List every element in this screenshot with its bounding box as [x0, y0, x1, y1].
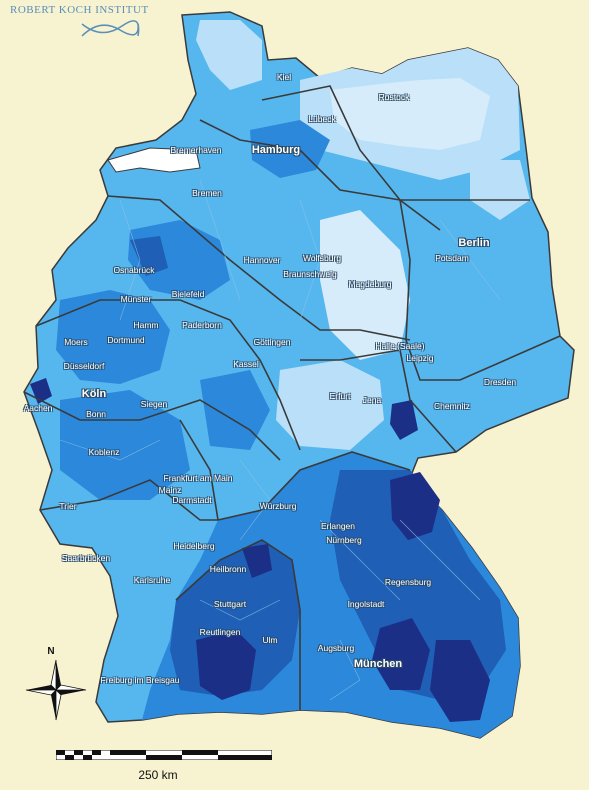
- city-label: Darmstadt: [172, 495, 212, 505]
- hotspot-5: [390, 400, 418, 440]
- city-label: Dortmund: [107, 335, 145, 345]
- city-label: Ingolstadt: [347, 599, 385, 609]
- city-label: Aachen: [23, 403, 53, 413]
- compass-icon: [25, 659, 87, 721]
- city-label: Münster: [120, 294, 152, 304]
- city-label: Osnabrück: [113, 265, 155, 275]
- city-label: Stuttgart: [213, 599, 247, 609]
- city-label: Koblenz: [88, 447, 120, 457]
- district-lines: [59, 179, 501, 701]
- city-label: Hamburg: [251, 144, 301, 156]
- scale-bar: [56, 750, 272, 760]
- city-label: Würzburg: [259, 501, 297, 511]
- city-label: Braunschweig: [283, 269, 337, 279]
- city-label: Bremen: [192, 188, 222, 198]
- city-label: Bielefeld: [171, 289, 205, 299]
- hotspot-1: [390, 472, 440, 540]
- city-label: Saarbrücken: [61, 553, 111, 563]
- city-label: Erfurt: [329, 391, 351, 401]
- city-label: Mainz: [158, 485, 182, 495]
- city-label: Heilbronn: [209, 564, 247, 574]
- city-label: Ulm: [262, 635, 278, 645]
- city-label: Kiel: [276, 72, 292, 82]
- city-label: Karlsruhe: [133, 575, 171, 585]
- city-label: Heidelberg: [173, 541, 215, 551]
- east-light-3: [320, 210, 410, 360]
- city-label: Moers: [64, 337, 88, 347]
- city-label: Düsseldorf: [63, 361, 105, 371]
- hotspot-4: [430, 640, 490, 722]
- city-label: Dresden: [483, 377, 517, 387]
- hotspot-3: [372, 618, 430, 690]
- rhine-dark: [60, 390, 190, 500]
- rki-logo: ROBERT KOCH INSTITUT: [10, 4, 160, 44]
- city-label: Wolfsburg: [302, 253, 342, 263]
- city-label: Paderborn: [182, 320, 222, 330]
- city-label: Reutlingen: [199, 627, 241, 637]
- logo-mark-icon: [81, 20, 140, 37]
- west-dark-1: [56, 290, 170, 384]
- city-label: Göttingen: [253, 337, 291, 347]
- city-label: Bremerhaven: [170, 145, 222, 155]
- city-label: Leipzig: [406, 353, 434, 363]
- city-label: Augsburg: [317, 643, 355, 653]
- state-borders: [23, 85, 561, 710]
- west-dark-3: [130, 236, 168, 276]
- east-light-5: [470, 160, 530, 220]
- north-sea: [107, 147, 201, 173]
- city-label: Berlin: [458, 237, 490, 249]
- logo-text: ROBERT KOCH INSTITUT: [10, 4, 149, 16]
- city-label: Rostock: [378, 92, 410, 102]
- city-label: Nürnberg: [326, 535, 362, 545]
- city-label: München: [353, 658, 403, 670]
- city-label: Frankfurt am Main: [163, 473, 233, 483]
- city-label: Trier: [59, 501, 77, 511]
- city-label: Kassel: [233, 359, 259, 369]
- city-label: Halle (Saale): [375, 341, 425, 351]
- city-label: Magdeburg: [348, 279, 392, 289]
- scale-label: 250 km: [138, 768, 178, 782]
- city-label: Bonn: [86, 409, 106, 419]
- city-label: Siegen: [140, 399, 168, 409]
- city-label: Regensburg: [384, 577, 432, 587]
- north-light: [196, 20, 262, 90]
- city-label: Hannover: [243, 255, 281, 265]
- east-light-2: [330, 78, 490, 150]
- hotspot-2: [196, 630, 256, 700]
- city-label: Lübeck: [308, 114, 336, 124]
- north-label: N: [47, 646, 55, 657]
- city-label: Erlangen: [320, 521, 356, 531]
- hesse-dark: [200, 370, 270, 450]
- city-label: Chemnitz: [434, 401, 470, 411]
- city-label: Freiburg im Breisgau: [100, 675, 180, 685]
- city-label: Köln: [81, 388, 107, 400]
- hotspot-7: [242, 544, 272, 578]
- city-label: Jena: [362, 395, 382, 405]
- city-label: Potsdam: [435, 253, 469, 263]
- east-light-4: [276, 360, 384, 450]
- city-label: Hamm: [133, 320, 159, 330]
